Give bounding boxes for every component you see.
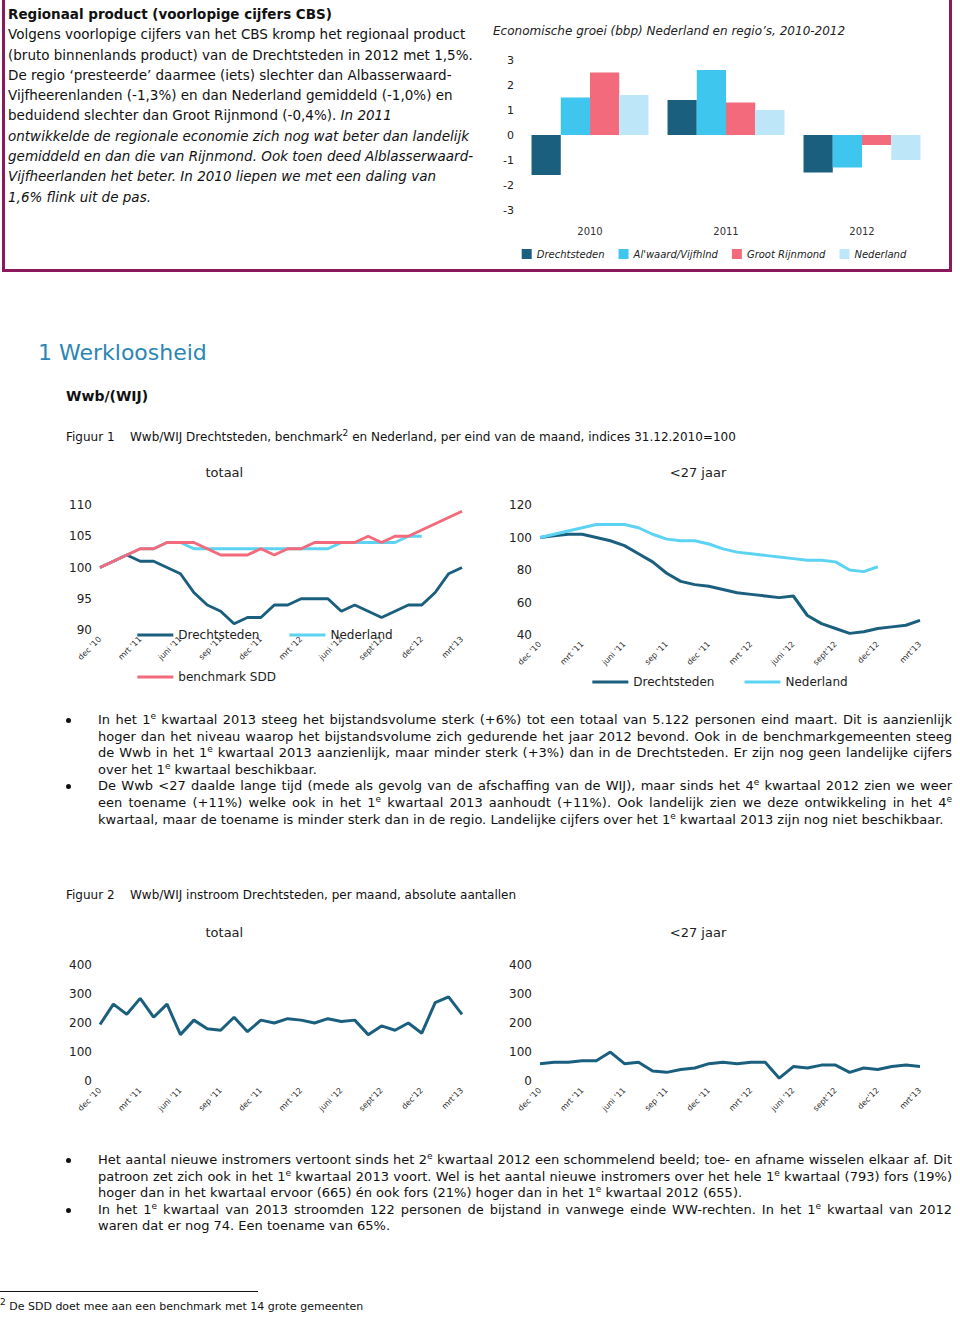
svg-text:mrt '11: mrt '11 xyxy=(558,640,585,667)
html-text:Volgens voorlopige cijfers van: Volgens voorlopige cijfers van het CBS k… xyxy=(8,26,474,205)
svg-text:sept'12: sept'12 xyxy=(357,634,385,663)
svg-text:dec '10: dec '10 xyxy=(76,635,103,662)
svg-text:Groot Rijnmond: Groot Rijnmond xyxy=(747,249,826,260)
svg-text:105: 105 xyxy=(69,529,92,543)
svg-text:juni '11: juni '11 xyxy=(600,1086,628,1114)
svg-text:dec '11: dec '11 xyxy=(237,634,265,662)
html-text:Figuur 2: Figuur 2 xyxy=(66,888,115,902)
svg-text:60: 60 xyxy=(517,596,532,610)
svg-text:40: 40 xyxy=(517,628,532,642)
svg-text:dec'12: dec'12 xyxy=(856,1086,881,1111)
svg-text:totaal: totaal xyxy=(206,465,244,480)
svg-text:80: 80 xyxy=(517,563,532,577)
svg-text:dec '10: dec '10 xyxy=(516,1086,543,1113)
svg-text:mrt '12: mrt '12 xyxy=(277,635,304,662)
svg-text:Nederland: Nederland xyxy=(854,249,906,260)
svg-text:Drechtsteden: Drechtsteden xyxy=(178,628,259,642)
svg-text:0: 0 xyxy=(84,1074,92,1088)
svg-text:juni '12: juni '12 xyxy=(317,634,345,662)
svg-text:Economische groei (bbp) Nederl: Economische groei (bbp) Nederland en reg… xyxy=(493,24,845,38)
svg-text:110: 110 xyxy=(69,498,92,512)
html-text:Wwb/WIJ Drechtsteden, benchmar: Wwb/WIJ Drechtsteden, benchmark2en Neder… xyxy=(130,428,736,444)
svg-text:100: 100 xyxy=(69,1045,92,1059)
svg-text:0: 0 xyxy=(507,129,514,142)
svg-text:mrt '12: mrt '12 xyxy=(727,640,754,667)
svg-text:mrt '12: mrt '12 xyxy=(277,1086,304,1113)
svg-text:-2: -2 xyxy=(503,179,514,192)
svg-text:juni '12: juni '12 xyxy=(317,1086,345,1114)
svg-text:400: 400 xyxy=(509,958,532,972)
svg-text:<27 jaar: <27 jaar xyxy=(670,465,727,480)
svg-text:1: 1 xyxy=(507,104,514,117)
html-text:Figuur 1: Figuur 1 xyxy=(66,430,115,444)
svg-text:Nederland: Nederland xyxy=(330,628,392,642)
svg-text:2012: 2012 xyxy=(849,226,874,237)
svg-text:mrt'13: mrt'13 xyxy=(440,635,465,660)
html-text:De Wwb <27 daalde lange tijd (: De Wwb <27 daalde lange tijd (mede als g… xyxy=(98,777,952,810)
svg-text:200: 200 xyxy=(509,1016,532,1030)
html-text:Wwb/WIJ instroom Drechtsteden,: Wwb/WIJ instroom Drechtsteden, per maand… xyxy=(130,888,517,902)
svg-text:dec '10: dec '10 xyxy=(516,640,543,667)
svg-text:400: 400 xyxy=(69,958,92,972)
svg-text:100: 100 xyxy=(69,561,92,575)
svg-text:2011: 2011 xyxy=(713,226,738,237)
html-text:Het aantal nieuwe instromers v: Het aantal nieuwe instromers vertoont si… xyxy=(98,1150,952,1201)
svg-text:100: 100 xyxy=(509,1045,532,1059)
svg-text:dec'12: dec'12 xyxy=(400,635,425,660)
svg-text:sept'12: sept'12 xyxy=(811,640,838,667)
svg-text:mrt '11: mrt '11 xyxy=(116,635,143,662)
svg-text:-1: -1 xyxy=(503,154,514,167)
svg-text:mrt'13: mrt'13 xyxy=(440,1086,465,1111)
svg-text:0: 0 xyxy=(524,1074,532,1088)
svg-text:sep '11: sep '11 xyxy=(196,634,224,662)
html-text:Wwb/(WIJ): Wwb/(WIJ) xyxy=(66,388,149,404)
svg-text:Nederland: Nederland xyxy=(785,675,847,689)
svg-text:mrt'13: mrt'13 xyxy=(898,640,923,665)
svg-text:mrt '11: mrt '11 xyxy=(116,1086,143,1113)
svg-text:juni '12: juni '12 xyxy=(769,1086,797,1114)
html-text:2De SDD doet mee aan een bench: 2De SDD doet mee aan een benchmark met 1… xyxy=(0,1297,364,1313)
svg-text:sept'12: sept'12 xyxy=(811,1086,838,1113)
svg-text:300: 300 xyxy=(69,987,92,1001)
svg-text:90: 90 xyxy=(77,623,92,637)
svg-text:Drechtsteden: Drechtsteden xyxy=(633,675,714,689)
svg-text:juni '11: juni '11 xyxy=(156,634,184,662)
svg-text:mrt'13: mrt'13 xyxy=(898,1086,923,1111)
svg-text:Drechtsteden: Drechtsteden xyxy=(537,249,605,260)
svg-text:juni '12: juni '12 xyxy=(769,640,797,668)
svg-text:dec '11: dec '11 xyxy=(685,1086,712,1113)
svg-text:dec'12: dec'12 xyxy=(400,1086,425,1111)
html-text:In het 1ekwartaal van 2013 str: In het 1ekwartaal van 2013 stroomden 122… xyxy=(98,1200,952,1234)
svg-text:sept'12: sept'12 xyxy=(357,1086,384,1113)
svg-text:sep '11: sep '11 xyxy=(643,1086,670,1113)
svg-text:95: 95 xyxy=(77,592,92,606)
html-text:In het 1ekwartaal 2013 steeg h: In het 1ekwartaal 2013 steeg het bijstan… xyxy=(98,710,952,777)
svg-text:dec '11: dec '11 xyxy=(237,1086,264,1113)
svg-text:300: 300 xyxy=(509,987,532,1001)
svg-text:mrt '12: mrt '12 xyxy=(727,1086,754,1113)
svg-text:Al'waard/Vijfhlnd: Al'waard/Vijfhlnd xyxy=(633,249,719,260)
svg-text:mrt '11: mrt '11 xyxy=(558,1086,585,1113)
svg-text:2010: 2010 xyxy=(577,226,602,237)
svg-text:dec '10: dec '10 xyxy=(76,1086,103,1113)
svg-text:2: 2 xyxy=(507,79,514,92)
svg-text:sep '11: sep '11 xyxy=(197,1086,224,1113)
html-text:kwartaal, maar de toename is m: kwartaal, maar de toename is minder ster… xyxy=(98,810,944,827)
svg-text:<27 jaar: <27 jaar xyxy=(670,925,727,940)
html-text:1 Werkloosheid: 1 Werkloosheid xyxy=(38,340,207,365)
svg-text:totaal: totaal xyxy=(206,925,244,940)
svg-text:120: 120 xyxy=(509,498,532,512)
svg-text:200: 200 xyxy=(69,1016,92,1030)
svg-text:dec '11: dec '11 xyxy=(685,640,712,667)
svg-text:-3: -3 xyxy=(503,204,514,217)
svg-text:juni '11: juni '11 xyxy=(600,640,628,668)
svg-text:100: 100 xyxy=(509,531,532,545)
svg-text:dec'12: dec'12 xyxy=(856,640,881,665)
svg-text:sep '11: sep '11 xyxy=(643,640,670,667)
svg-text:juni '11: juni '11 xyxy=(156,1086,184,1114)
svg-text:3: 3 xyxy=(507,54,514,67)
svg-text:benchmark SDD: benchmark SDD xyxy=(178,670,276,684)
html-text:Regionaal product (voorlopige: Regionaal product (voorlopige cijfers CB… xyxy=(8,6,332,22)
